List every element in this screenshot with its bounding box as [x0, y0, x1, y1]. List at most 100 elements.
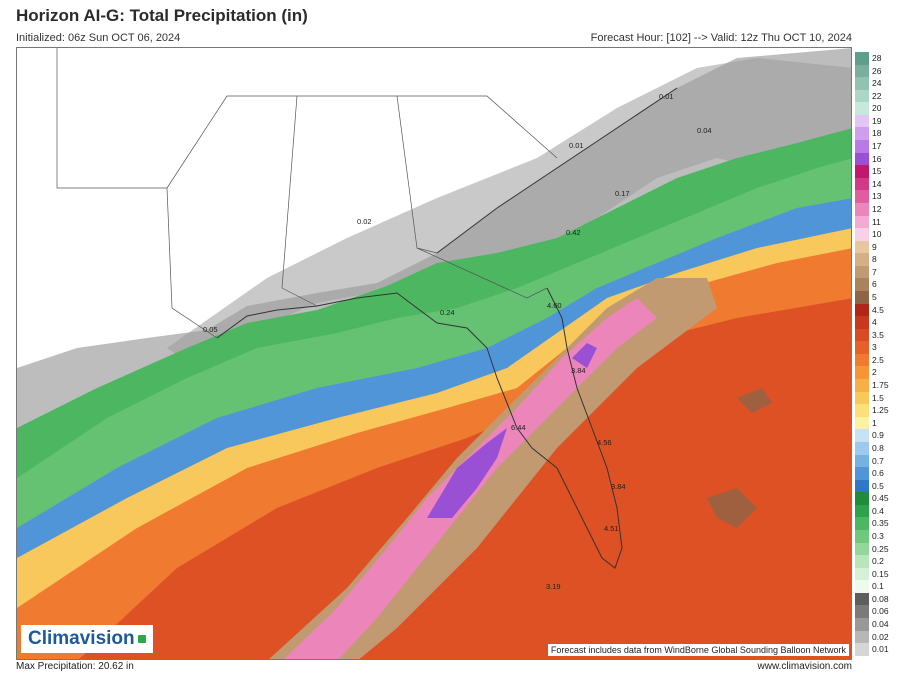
legend-label: 8 [872, 254, 877, 265]
legend-swatch [855, 630, 869, 644]
legend-label: 1.25 [872, 405, 889, 416]
website-url[interactable]: www.climavision.com [757, 661, 852, 672]
legend-entry: 0.7 [855, 454, 898, 468]
point-value-label: 0.01 [569, 141, 584, 150]
legend-swatch [855, 492, 869, 505]
point-value-label: 4.60 [547, 301, 562, 310]
legend-label: 0.15 [872, 568, 889, 579]
legend-label: 24 [872, 78, 882, 89]
legend-swatch [855, 341, 869, 354]
legend-entry: 24 [855, 77, 898, 90]
legend-entry: 9 [855, 240, 898, 254]
legend-label: 3.5 [872, 329, 884, 340]
legend-swatch [855, 328, 869, 342]
legend-entry: 0.2 [855, 555, 898, 568]
legend-label: 0.04 [872, 619, 889, 630]
point-value-label: 0.42 [566, 228, 581, 237]
legend-swatch [855, 228, 869, 241]
legend-swatch [855, 618, 869, 631]
legend-entry: 0.5 [855, 479, 898, 493]
legend-label: 0.02 [872, 631, 889, 642]
legend-entry: 0.25 [855, 542, 898, 556]
legend-entry: 1 [855, 416, 898, 430]
legend-entry: 15 [855, 165, 898, 178]
legend-label: 1.5 [872, 392, 884, 403]
legend-swatch [855, 177, 869, 191]
legend-label: 5 [872, 291, 877, 302]
legend-swatch [855, 504, 869, 518]
state-borders [56, 48, 558, 339]
legend-entry: 0.06 [855, 605, 898, 619]
forecast-valid-time: Forecast Hour: [102] --> Valid: 12z Thu … [590, 32, 852, 44]
legend-entry: 22 [855, 89, 898, 103]
legend-label: 0.8 [872, 442, 884, 453]
legend-swatch [855, 353, 869, 367]
legend-entry: 3 [855, 341, 898, 354]
data-credit-note: Forecast includes data from WindBorne Gl… [547, 644, 849, 656]
legend-label: 12 [872, 203, 882, 214]
legend-swatch [855, 77, 869, 90]
legend-swatch [855, 529, 869, 543]
legend-label: 1 [872, 417, 877, 428]
legend-label: 28 [872, 53, 882, 63]
climavision-logo: Climavision [21, 625, 153, 653]
legend-entry: 0.6 [855, 467, 898, 480]
point-value-label: 0.17 [615, 189, 630, 198]
legend-entry: 6 [855, 278, 898, 291]
legend-label: 0.08 [872, 593, 889, 604]
legend-entry: 0.04 [855, 618, 898, 631]
initialized-time: Initialized: 06z Sun OCT 06, 2024 [16, 32, 181, 44]
legend-entry: 13 [855, 190, 898, 203]
legend-label: 26 [872, 65, 882, 76]
legend-label: 4 [872, 317, 877, 328]
precipitation-map[interactable]: 0.01 0.04 0.01 0.17 0.02 0.42 4.60 0.24 … [16, 47, 852, 660]
legend-swatch [855, 467, 869, 480]
point-value-label: 0.04 [697, 126, 712, 135]
point-value-label: 6.44 [511, 423, 526, 432]
legend-swatch [855, 555, 869, 568]
legend-label: 13 [872, 191, 882, 202]
legend-swatch [855, 479, 869, 493]
legend-swatch [855, 391, 869, 405]
point-value-label: 3.84 [611, 482, 626, 491]
legend-entry: 2 [855, 366, 898, 380]
legend-swatch [855, 605, 869, 619]
legend-label: 17 [872, 141, 882, 152]
legend-label: 2 [872, 367, 877, 378]
legend-entry: 18 [855, 127, 898, 141]
map-title: Horizon AI-G: Total Precipitation (in) [16, 6, 308, 25]
legend-entry: 16 [855, 152, 898, 166]
legend-entry: 0.9 [855, 429, 898, 442]
legend-swatch [855, 240, 869, 254]
legend-label: 18 [872, 128, 882, 139]
legend-entry: 1.25 [855, 404, 898, 417]
legend-label: 7 [872, 266, 877, 277]
legend-label: 14 [872, 178, 882, 189]
legend-swatch [855, 643, 869, 656]
legend-entry: 0.8 [855, 441, 898, 455]
legend-swatch [855, 202, 869, 216]
legend-entry: 0.15 [855, 567, 898, 581]
legend-entry: 28 [855, 52, 898, 65]
legend-swatch [855, 64, 869, 78]
legend-label: 0.6 [872, 468, 884, 479]
point-value-label: 0.01 [659, 92, 674, 101]
legend-swatch [855, 379, 869, 392]
legend-label: 10 [872, 229, 882, 240]
legend-label: 0.9 [872, 430, 884, 441]
legend-swatch [855, 517, 869, 530]
point-value-label: 3.84 [571, 366, 586, 375]
legend-swatch [855, 303, 869, 317]
legend-swatch [855, 114, 869, 128]
legend-entry: 0.08 [855, 592, 898, 606]
legend-swatch [855, 278, 869, 291]
legend-entry: 10 [855, 228, 898, 241]
legend-swatch [855, 140, 869, 153]
legend-swatch [855, 52, 869, 65]
legend-swatch [855, 316, 869, 329]
legend-swatch [855, 542, 869, 556]
legend-entry: 0.02 [855, 630, 898, 644]
legend-swatch [855, 89, 869, 103]
legend-swatch [855, 152, 869, 166]
legend-entry: 12 [855, 202, 898, 216]
